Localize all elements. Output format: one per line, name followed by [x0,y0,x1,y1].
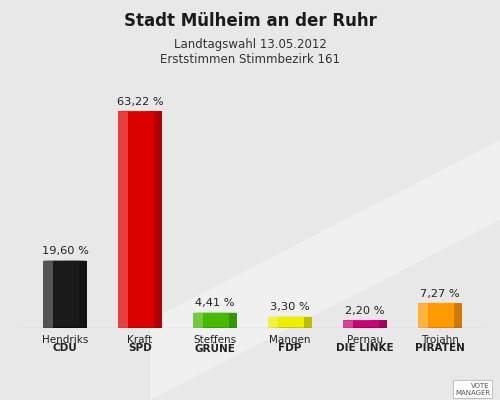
Bar [44,261,87,328]
Bar [194,313,237,328]
Text: PIRATEN: PIRATEN [415,344,465,354]
Ellipse shape [44,260,87,261]
Bar [118,111,128,328]
Text: 19,60 %: 19,60 % [42,246,88,256]
Text: 2,20 %: 2,20 % [346,306,385,316]
Bar [229,313,237,328]
Text: 63,22 %: 63,22 % [116,97,164,107]
Text: FDP: FDP [278,344,301,354]
Ellipse shape [268,316,312,317]
Text: Kraft: Kraft [128,335,152,345]
Bar [79,261,87,328]
Bar [344,320,353,328]
Bar [154,111,162,328]
Text: Steffens: Steffens [194,335,236,345]
Text: 4,41 %: 4,41 % [196,298,235,308]
Text: DIE LINKE: DIE LINKE [336,344,394,354]
Bar [344,320,387,328]
Text: Erststimmen Stimmbezirk 161: Erststimmen Stimmbezirk 161 [160,53,340,66]
Text: SPD: SPD [128,344,152,354]
Text: Hendriks: Hendriks [42,335,88,345]
Bar [268,317,312,328]
Bar [268,317,278,328]
Bar [194,313,203,328]
Text: VOTE
MANAGER: VOTE MANAGER [455,382,490,396]
Text: 3,30 %: 3,30 % [270,302,310,312]
Bar [304,317,312,328]
Bar [118,111,162,328]
Text: Trojahn: Trojahn [421,335,459,345]
Bar [418,303,462,328]
Text: Stadt Mülheim an der Ruhr: Stadt Mülheim an der Ruhr [124,12,376,30]
Bar [454,303,462,328]
Ellipse shape [118,111,162,112]
Text: Mangen: Mangen [270,335,311,345]
Text: Pernau: Pernau [347,335,383,345]
Text: CDU: CDU [52,344,78,354]
Text: 7,27 %: 7,27 % [420,289,460,299]
Text: GRÜNE: GRÜNE [194,344,235,354]
Bar [379,320,387,328]
Bar [44,261,53,328]
Text: Landtagswahl 13.05.2012: Landtagswahl 13.05.2012 [174,38,326,51]
Bar [418,303,428,328]
Ellipse shape [344,320,387,321]
